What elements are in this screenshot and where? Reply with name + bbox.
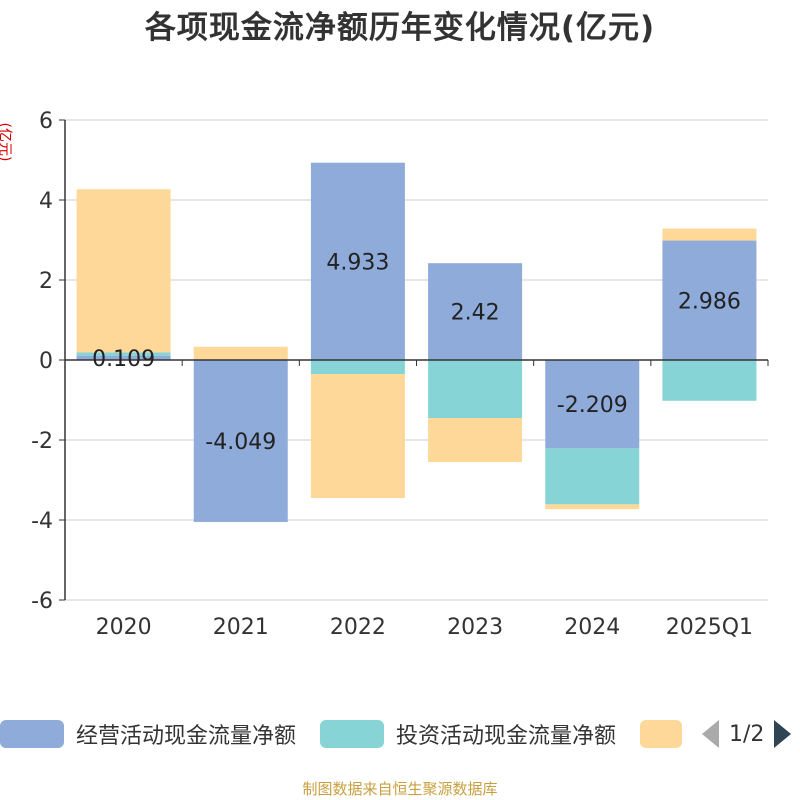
y-tick-label: 2: [39, 269, 53, 294]
stacked-bar-chart: -6 -4 -2 0 2 4 6 0.109 -4.049 4.933 2.42 -2.209 2.98…: [31, 109, 769, 640]
legend-swatch-financing: [640, 720, 682, 748]
data-label: 2.986: [678, 289, 741, 314]
bar-segment-financing: [193, 346, 288, 360]
bar-segment-financing: [545, 504, 640, 510]
legend-swatch-investing: [320, 720, 384, 748]
legend-label-investing: 投资活动现金流量净额: [396, 724, 617, 749]
legend-page-indicator: 1/2: [729, 721, 765, 747]
data-label: 2.42: [451, 301, 500, 326]
bar-segment-financing: [76, 189, 171, 353]
bar-segment-investing: [310, 360, 405, 374]
bar-segment-operating: [428, 263, 523, 360]
x-tick-label: 2023: [447, 615, 503, 640]
data-label: -4.049: [205, 430, 276, 455]
bar-segment-operating: [76, 355, 171, 360]
y-tick-label: 4: [39, 189, 53, 214]
legend-next-arrow-icon[interactable]: [774, 720, 792, 748]
legend: 经营活动现金流量净额 投资活动现金流量净额 1/2: [0, 716, 800, 752]
y-tick-label: -6: [31, 589, 53, 614]
y-tick-label: -4: [31, 509, 53, 534]
legend-item-financing[interactable]: [640, 716, 694, 752]
bar-segment-investing: [662, 360, 757, 401]
bar-segment-investing: [545, 448, 640, 505]
bar-segment-financing: [428, 418, 523, 462]
x-tick-label: 2022: [330, 615, 386, 640]
x-tick-label: 2020: [96, 615, 152, 640]
chart-title: 各项现金流净额历年变化情况(亿元): [144, 10, 656, 46]
y-tick-label: 0: [39, 349, 53, 374]
x-tick-label: 2024: [564, 615, 620, 640]
y-tick-label: 6: [39, 109, 53, 134]
legend-label-operating: 经营活动现金流量净额: [76, 724, 297, 749]
legend-pager: 1/2: [702, 716, 792, 752]
legend-item-investing[interactable]: 投资活动现金流量净额: [320, 716, 616, 752]
bar-segment-investing: [76, 352, 171, 356]
bar-segment-operating: [310, 162, 405, 360]
bar-segment-operating: [193, 360, 288, 522]
y-tick-label: -2: [31, 429, 53, 454]
bar-segment-financing: [662, 228, 757, 241]
bar-segment-investing: [428, 360, 523, 418]
bar-segment-operating: [545, 360, 640, 449]
data-label: 4.933: [326, 250, 389, 275]
bar-segment-financing: [310, 374, 405, 498]
legend-swatch-operating: [0, 720, 64, 748]
data-source-note: 制图数据来自恒生聚源数据库: [302, 780, 498, 798]
legend-prev-arrow-icon[interactable]: [702, 720, 719, 748]
legend-item-operating[interactable]: 经营活动现金流量净额: [0, 716, 296, 752]
x-tick-label: 2021: [213, 615, 269, 640]
bar-segment-operating: [662, 240, 757, 360]
data-label: -2.209: [557, 393, 628, 418]
x-tick-label: 2025Q1: [666, 615, 753, 640]
data-label: 0.109: [92, 347, 155, 372]
